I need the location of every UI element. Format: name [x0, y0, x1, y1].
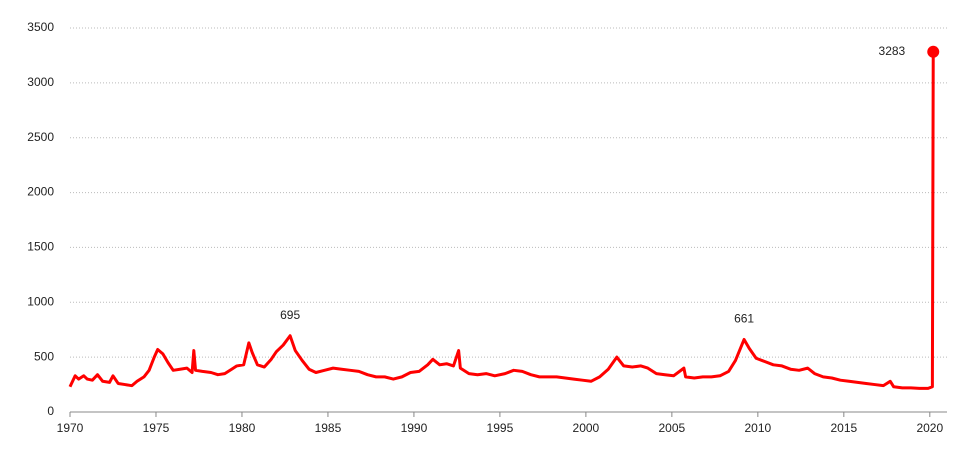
y-tick-label: 0: [47, 404, 54, 418]
annotation: 661: [734, 312, 754, 326]
x-tick-label: 2000: [573, 421, 600, 435]
x-tick-label: 1970: [57, 421, 84, 435]
y-tick-label: 500: [34, 349, 54, 363]
x-tick-label: 1975: [143, 421, 170, 435]
x-tick-label: 2010: [744, 421, 771, 435]
x-tick-label: 1980: [229, 421, 256, 435]
end-marker: [927, 45, 940, 58]
y-tick-label: 2000: [27, 185, 54, 199]
y-tick-label: 3000: [27, 75, 54, 89]
x-tick-label: 1990: [401, 421, 428, 435]
data-line: [68, 51, 935, 390]
y-tick-label: 2500: [27, 130, 54, 144]
x-tick-label: 2020: [916, 421, 943, 435]
x-tick-label: 2015: [830, 421, 857, 435]
y-tick-label: 1000: [27, 294, 54, 308]
annotation: 695: [280, 308, 300, 322]
annotation: 3283: [879, 44, 906, 58]
x-tick-label: 2005: [659, 421, 686, 435]
y-tick-label: 3500: [27, 20, 54, 34]
x-tick-label: 1995: [487, 421, 514, 435]
x-tick-label: 1985: [315, 421, 342, 435]
y-tick-label: 1500: [27, 240, 54, 254]
